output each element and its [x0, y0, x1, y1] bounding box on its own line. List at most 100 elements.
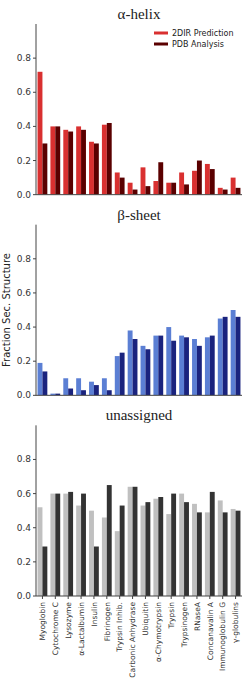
x-tick-label: Concanavalin A	[206, 601, 215, 660]
y-tick	[33, 561, 36, 562]
x-tick-label: Myoglobin	[38, 602, 47, 641]
legend-label: PDB Analysis	[172, 40, 224, 49]
x-tick	[81, 596, 82, 599]
bar	[128, 183, 133, 195]
x-tick	[132, 596, 133, 599]
x-tick-label: Ubiquitin	[141, 602, 150, 636]
bar	[223, 317, 228, 396]
y-tick-label: 0.6	[17, 87, 32, 97]
x-axis-line	[36, 395, 242, 396]
bar	[184, 184, 189, 194]
bar	[179, 172, 184, 194]
bar	[223, 512, 228, 596]
y-tick	[33, 258, 36, 259]
bar	[76, 126, 81, 194]
y-tick	[33, 292, 36, 293]
bar	[210, 492, 215, 596]
panel-title: α-helix	[118, 6, 161, 22]
bar	[120, 353, 125, 396]
y-tick	[33, 92, 36, 93]
bar	[107, 123, 112, 195]
bar	[141, 506, 146, 596]
bar	[89, 142, 94, 195]
bar	[115, 356, 120, 395]
y-tick	[33, 160, 36, 161]
y-tick	[33, 596, 36, 597]
bar	[50, 494, 55, 596]
bar	[231, 509, 236, 596]
bar	[94, 547, 99, 596]
bar	[153, 181, 158, 195]
x-tick	[106, 596, 107, 599]
bar	[102, 517, 107, 596]
bar	[141, 346, 146, 395]
x-tick-label: α-Lactalbumin	[77, 602, 86, 656]
y-axis-line	[36, 225, 37, 396]
x-tick-label: Lysozyme	[64, 602, 73, 639]
y-tick	[33, 327, 36, 328]
bar	[55, 494, 60, 596]
bar	[158, 162, 163, 194]
x-tick	[209, 596, 210, 599]
bar	[166, 327, 171, 395]
x-tick	[184, 596, 185, 599]
bar	[205, 337, 210, 395]
x-tick	[68, 596, 69, 599]
x-tick-label: Insulin	[90, 602, 99, 627]
bar	[197, 512, 202, 596]
bar	[210, 169, 215, 195]
bar	[218, 319, 223, 396]
bar	[133, 487, 138, 596]
x-tick-label: Trypsin	[167, 602, 176, 630]
y-tick-label: 0.6	[17, 288, 32, 298]
y-axis-line	[36, 425, 37, 596]
bar	[197, 346, 202, 395]
bar	[38, 72, 43, 195]
bar	[63, 378, 68, 395]
x-tick-label: Trypsin Inhib.	[115, 602, 124, 653]
bar	[171, 183, 176, 195]
x-axis-line	[36, 596, 242, 597]
bar	[68, 492, 73, 596]
legend-swatch	[154, 32, 168, 35]
y-tick-label: 0.8	[17, 254, 32, 264]
x-tick	[93, 596, 94, 599]
legend: 2DIR PredictionPDB Analysis	[154, 29, 233, 49]
bar	[42, 547, 47, 596]
bar	[94, 385, 99, 395]
y-tick-label: 0.6	[17, 489, 32, 499]
x-tick-label: Immunoglobulin G	[218, 602, 227, 671]
bar	[133, 190, 138, 195]
bar	[120, 506, 125, 596]
y-tick-label: 0.0	[17, 591, 32, 601]
y-tick-label: 0.0	[17, 390, 32, 400]
bar	[158, 336, 163, 396]
y-tick-label: 0.4	[17, 322, 32, 332]
bar	[115, 531, 120, 596]
y-axis-label: Fraction Sec. Structure	[1, 253, 12, 367]
panel-title: unassigned	[106, 407, 173, 423]
x-tick	[235, 596, 236, 599]
y-tick	[33, 459, 36, 460]
bar	[179, 336, 184, 396]
bar	[42, 371, 47, 395]
bar	[38, 507, 43, 596]
x-tick-label: γ-globulins	[231, 602, 240, 643]
bar	[192, 504, 197, 596]
bar	[197, 161, 202, 195]
bar	[128, 330, 133, 395]
bar	[236, 511, 241, 596]
bar	[192, 171, 197, 195]
bar	[107, 390, 112, 395]
bar	[184, 337, 189, 395]
bars	[38, 485, 241, 596]
bar	[210, 336, 215, 396]
bar	[55, 126, 60, 194]
x-tick-label: RNaseA	[193, 601, 202, 631]
bar	[145, 502, 150, 596]
bar	[107, 485, 112, 596]
bar	[236, 188, 241, 195]
bar	[145, 349, 150, 395]
x-axis-line	[36, 194, 242, 195]
bar	[94, 143, 99, 194]
